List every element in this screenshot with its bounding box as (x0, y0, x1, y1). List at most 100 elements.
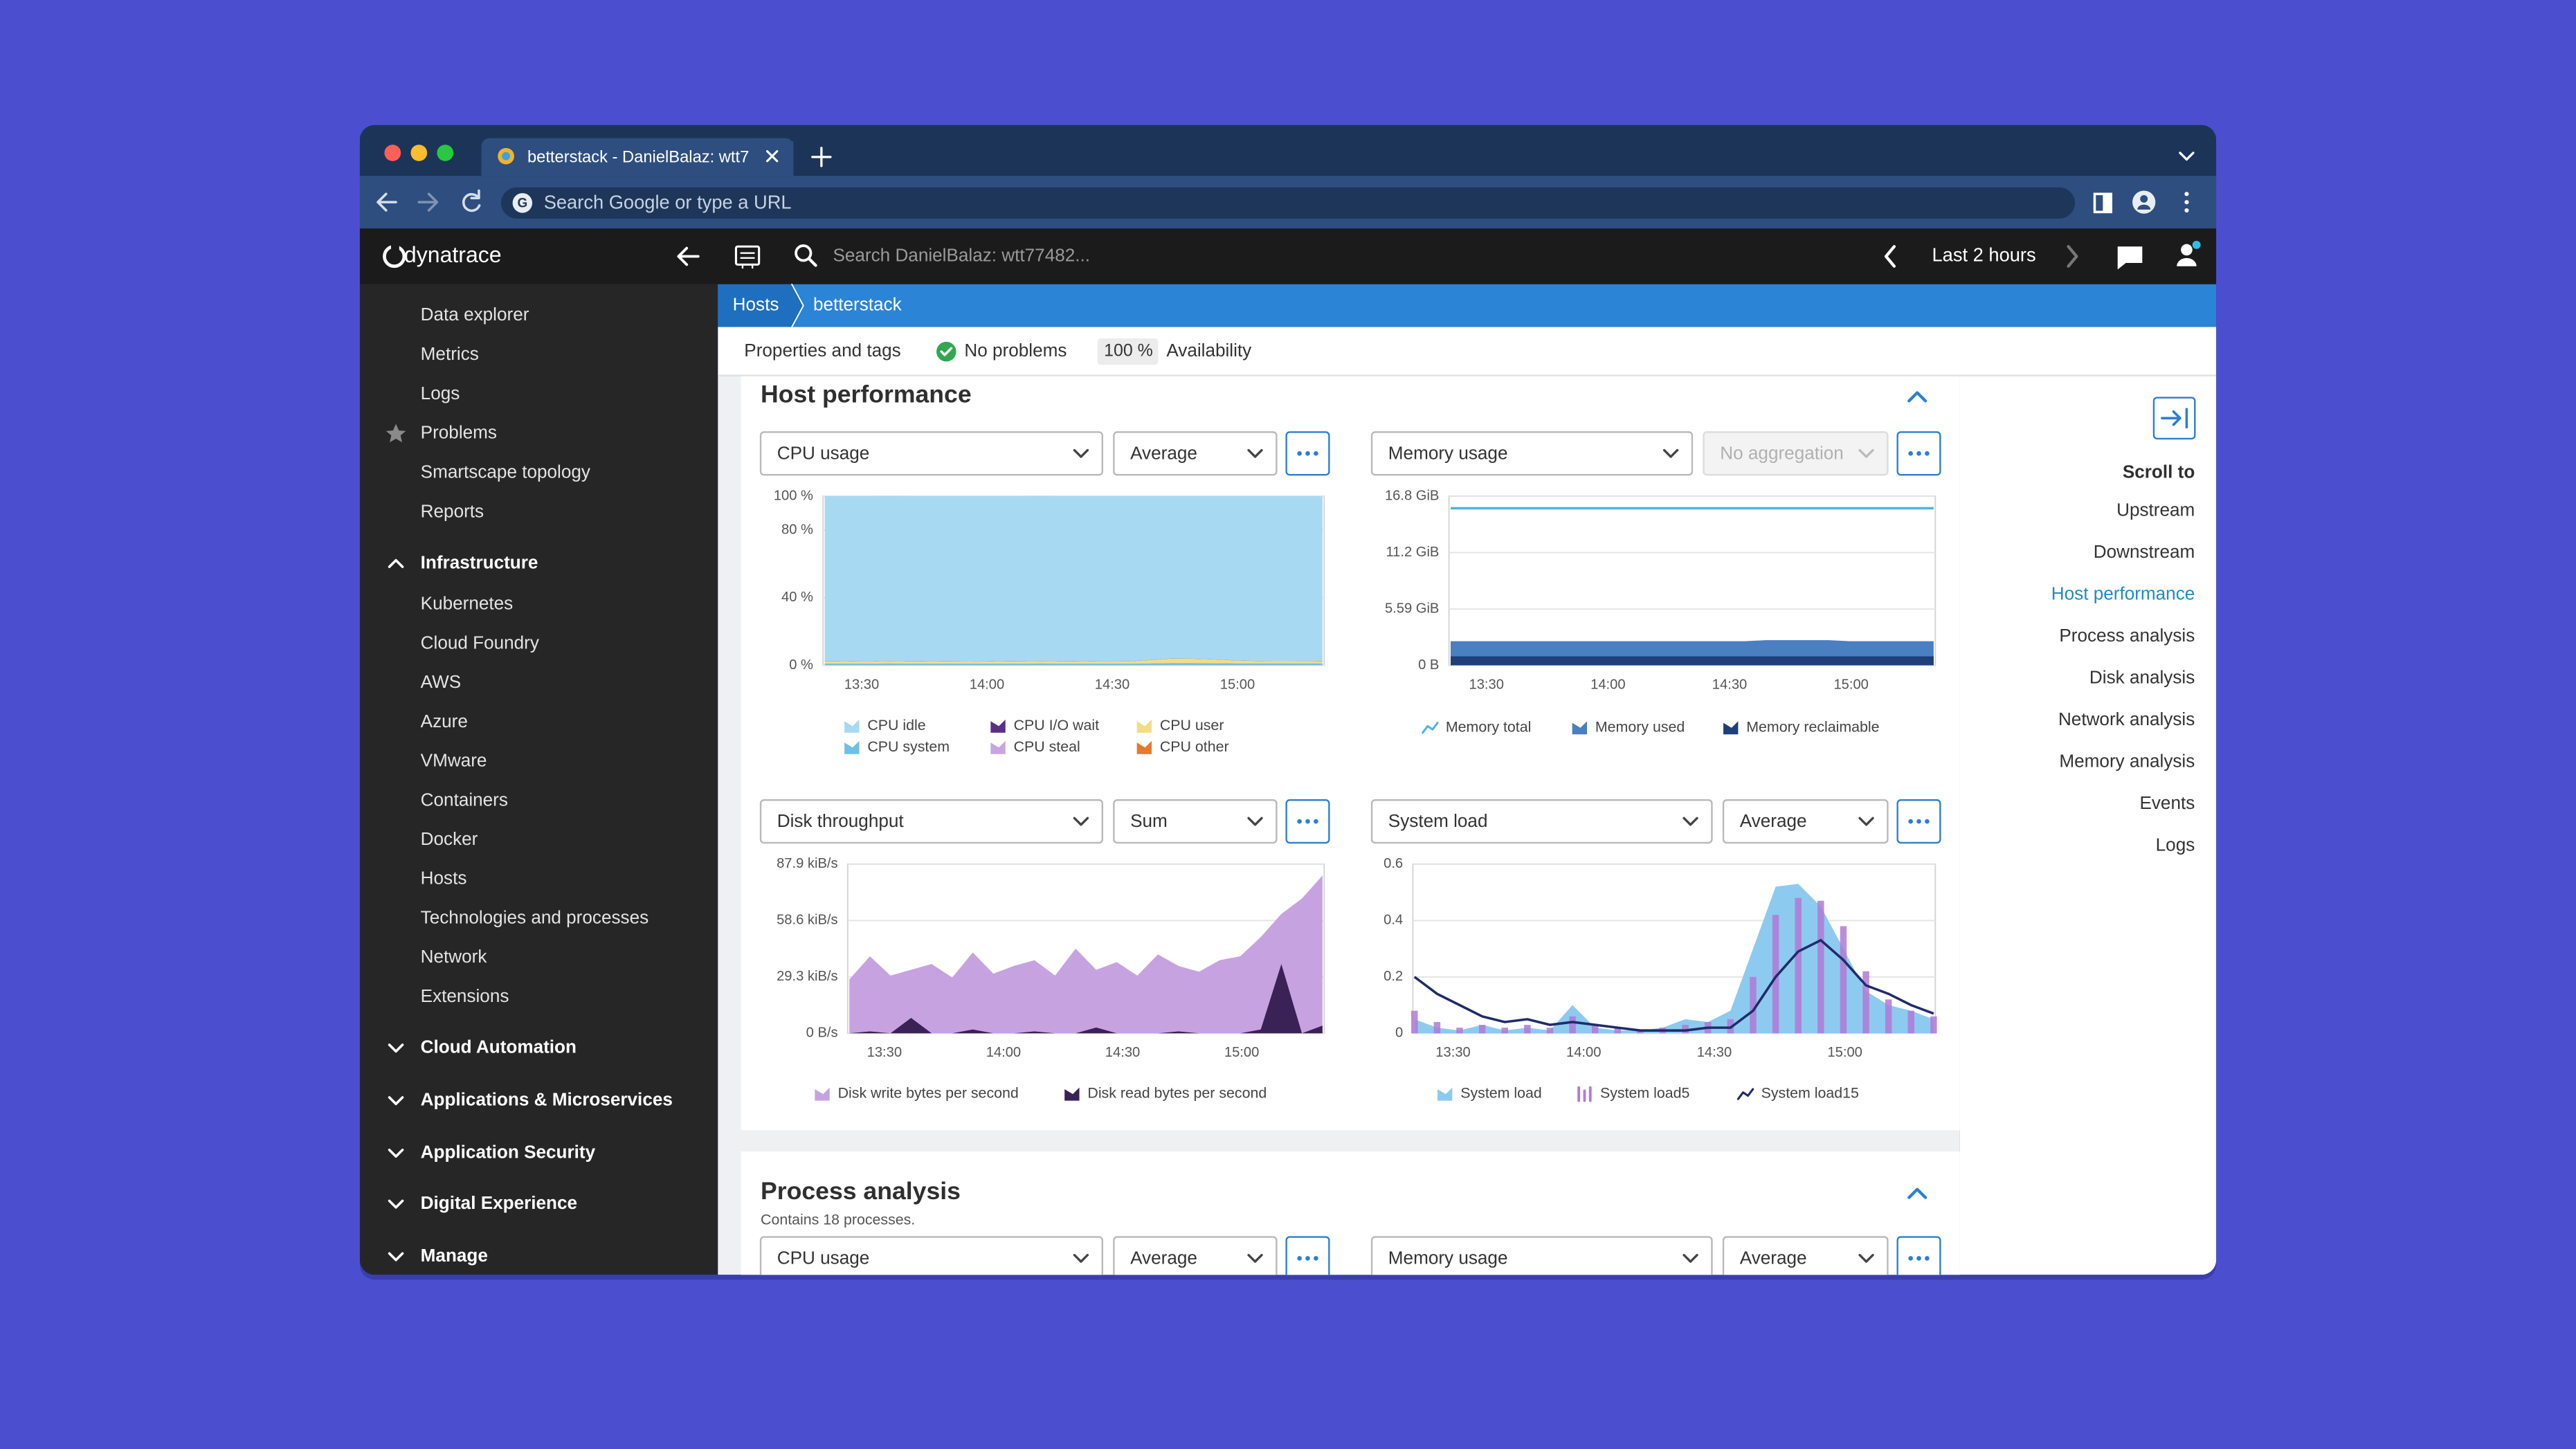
scroll-link[interactable]: Disk analysis (2089, 666, 2195, 687)
dropdown-value: CPU usage (777, 1248, 870, 1268)
nav-group[interactable]: Applications & Microservices (421, 1088, 673, 1109)
dropdown[interactable] (1722, 799, 1889, 844)
x-tick-label: 13:30 (1435, 1045, 1470, 1060)
nav-group[interactable]: Infrastructure (421, 552, 538, 572)
timeframe-next[interactable] (2067, 245, 2078, 268)
dropdown[interactable] (1370, 799, 1713, 844)
nav-item[interactable]: Smartscape topology (421, 462, 590, 482)
scroll-link[interactable]: Downstream (2094, 541, 2195, 562)
bar (1885, 999, 1892, 1034)
dropdown[interactable] (759, 1236, 1103, 1280)
properties-link[interactable]: Properties and tags (744, 340, 900, 361)
brand-name: dynatrace (404, 242, 502, 267)
chat-icon[interactable] (2117, 246, 2143, 270)
nav-item[interactable]: Data explorer (421, 304, 529, 325)
timeframe[interactable]: Last 2 hours (1932, 244, 2036, 266)
nav-item[interactable]: Azure (421, 711, 468, 731)
legend-label[interactable]: CPU user (1160, 717, 1224, 733)
back-button[interactable] (377, 192, 397, 212)
nav-item[interactable]: Technologies and processes (421, 906, 648, 927)
nav-item[interactable]: Network (421, 946, 488, 967)
legend-label[interactable]: CPU steal (1014, 738, 1080, 755)
nav-item[interactable]: Docker (421, 828, 478, 849)
collapse-menu-button[interactable] (677, 246, 700, 266)
section-collapse[interactable] (1907, 391, 1928, 403)
tab-list-icon[interactable] (2179, 152, 2195, 161)
nav-group[interactable]: Digital Experience (421, 1192, 577, 1213)
nav-item[interactable]: Cloud Foundry (421, 632, 539, 653)
nav-item[interactable]: Metrics (421, 343, 479, 364)
timeframe-prev[interactable] (1884, 245, 1896, 268)
legend-label[interactable]: CPU I/O wait (1014, 717, 1099, 733)
nav-item[interactable]: Extensions (421, 985, 509, 1006)
brand-logo-cut (390, 244, 399, 253)
dropdown-value: No aggregation (1720, 442, 1844, 463)
status-ok-check (940, 347, 953, 356)
window-control[interactable] (437, 145, 454, 161)
dropdown-chevron (1662, 448, 1679, 458)
forward-button[interactable] (417, 192, 439, 212)
bar (1637, 1030, 1644, 1034)
reload-button[interactable] (462, 189, 481, 212)
nav-item[interactable]: AWS (421, 671, 462, 692)
search-icon[interactable] (795, 244, 813, 262)
dropdown[interactable] (1113, 431, 1278, 476)
window-control[interactable] (384, 145, 401, 161)
tab-close-icon[interactable] (765, 150, 779, 163)
tab-title[interactable]: betterstack - DanielBalaz: wtt7 (527, 148, 749, 166)
scroll-link[interactable]: Logs (2156, 835, 2195, 855)
scroll-link[interactable]: Network analysis (2058, 709, 2195, 729)
nav-item[interactable]: Logs (421, 383, 460, 403)
new-tab-icon[interactable] (811, 147, 832, 167)
dropdown[interactable] (1113, 1236, 1278, 1280)
legend-label[interactable]: Memory used (1595, 718, 1685, 735)
breadcrumb-item[interactable]: Hosts (733, 294, 779, 315)
nav-group[interactable]: Manage (421, 1245, 488, 1266)
legend-label[interactable]: System load (1460, 1085, 1542, 1102)
legend-label[interactable]: CPU idle (867, 717, 925, 733)
browser-tab[interactable] (481, 138, 794, 176)
legend-swatch (1136, 740, 1152, 754)
legend-label[interactable]: Memory reclaimable (1746, 718, 1879, 735)
nav-item[interactable]: Problems (421, 422, 497, 443)
group-chevron (388, 1252, 404, 1261)
scroll-link[interactable]: Process analysis (2059, 625, 2195, 646)
dropdown[interactable] (759, 431, 1103, 476)
breadcrumb-segment[interactable] (718, 284, 804, 327)
scroll-link[interactable]: Upstream (2116, 499, 2195, 520)
legend-label[interactable]: System load5 (1600, 1085, 1689, 1102)
nav-item[interactable]: Reports (421, 501, 484, 522)
x-tick-label: 14:00 (970, 677, 1004, 692)
nav-group[interactable]: Application Security (421, 1141, 596, 1162)
nav-item[interactable]: Kubernetes (421, 593, 514, 614)
dropdown[interactable] (1113, 799, 1278, 844)
more-dot (1908, 819, 1913, 824)
section-collapse[interactable] (1907, 1187, 1928, 1199)
y-tick-label: 100 % (774, 488, 813, 503)
nav-item[interactable]: Containers (421, 789, 508, 810)
legend-label[interactable]: CPU system (867, 738, 950, 755)
legend-label[interactable]: System load15 (1761, 1085, 1859, 1102)
scroll-link[interactable]: Events (2139, 792, 2195, 813)
dropdown[interactable] (1722, 1236, 1889, 1280)
user-icon-head[interactable] (2181, 244, 2193, 256)
stacked-area (824, 658, 1323, 664)
window-control[interactable] (410, 145, 428, 161)
legend-label[interactable]: Memory total (1446, 718, 1531, 735)
legend-label[interactable]: CPU other (1160, 738, 1229, 755)
legend-label[interactable]: Disk read bytes per second (1087, 1085, 1267, 1102)
search-placeholder[interactable]: Search DanielBalaz: wtt77482... (833, 244, 1090, 265)
nav-item[interactable]: VMware (421, 750, 487, 771)
dropdown-chevron (1073, 817, 1089, 826)
nav-item[interactable]: Hosts (421, 868, 467, 888)
y-tick-label: 58.6 kiB/s (777, 913, 838, 928)
dropdown[interactable] (759, 799, 1103, 844)
nav-group[interactable]: Cloud Automation (421, 1037, 577, 1057)
scroll-link[interactable]: Memory analysis (2059, 750, 2195, 771)
scroll-link[interactable]: Host performance (2051, 583, 2195, 603)
address-bar[interactable] (500, 187, 2076, 219)
legend-label[interactable]: Disk write bytes per second (838, 1085, 1019, 1102)
dashboard-icon[interactable] (734, 245, 761, 266)
dropdown[interactable] (1370, 431, 1694, 476)
dropdown[interactable] (1370, 1236, 1713, 1280)
